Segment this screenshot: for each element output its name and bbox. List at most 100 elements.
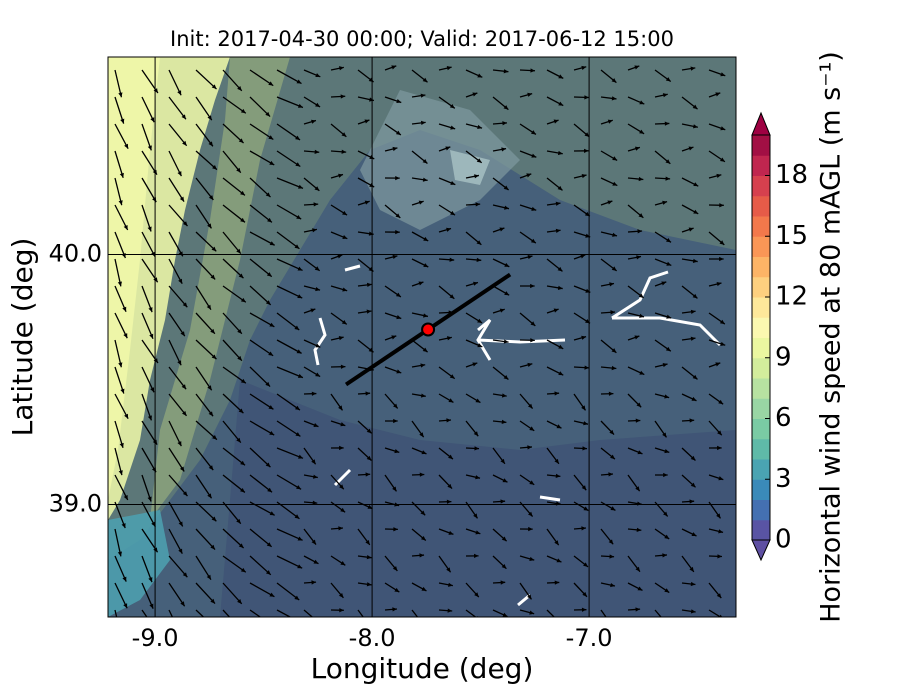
wind-arrow-head [122,306,127,312]
wind-arrow-head [610,582,615,588]
wind-arrow-head [295,135,301,140]
wind-arrow-head [177,441,182,447]
wind-arrow-head [149,333,154,339]
wind-arrow-head [690,609,696,614]
wind-arrow-head [557,266,563,272]
wind-arrow-head [312,228,317,233]
wind-arrow-head [638,293,644,298]
wind-arrow-head [178,278,183,284]
wind-arrow-head [178,251,183,257]
wind-arrow-head [236,518,241,524]
wind-arrow-head [181,114,186,120]
wind-arrow-head [582,591,587,597]
wind-arrow-head [638,176,644,182]
wind-arrow-head [720,72,726,77]
wind-arrow-head [296,214,302,220]
wind-arrow [195,528,216,550]
wind-arrow-head [420,393,426,398]
wind-arrow-head [499,308,505,313]
wind-arrow-head [208,465,214,471]
wind-arrow-head [208,411,214,417]
wind-arrow-head [237,626,242,631]
wind-arrow-head [503,185,509,190]
wind-arrow-head [119,172,124,178]
wind-arrow-head [118,470,123,476]
wind-arrow-head [182,221,188,227]
wind-arrow-head [635,607,641,612]
wind-arrow-head [612,232,618,237]
wind-arrow-head [611,365,617,371]
wind-arrow-head [638,213,644,218]
wind-arrow-head [666,314,672,319]
wind-arrow-head [338,66,344,71]
wind-arrow-head [366,428,372,434]
wind-arrow-head [240,297,246,303]
colorbar-tick-label: 12 [775,282,808,312]
wind-arrow [141,123,152,151]
wind-arrow-head [692,258,698,263]
wind-arrow-head [474,592,479,598]
wind-arrow-head [580,254,586,259]
wind-arrow-head [366,582,372,587]
wind-arrow-head [395,213,401,218]
wind-arrow-head [634,335,640,340]
wind-arrow [168,285,188,308]
wind-arrow-head [211,516,217,522]
wind-arrow-head [530,283,535,289]
colorbar-tick-label: 18 [775,160,808,190]
wind-arrow-head [212,435,217,440]
wind-arrow-head [584,132,590,137]
wind-arrow-head [118,92,123,98]
wind-arrow [114,258,122,287]
wind-arrow-head [150,387,155,393]
wind-arrow-head [421,450,427,455]
wind-arrow-head [236,437,241,443]
wind-arrow-head [558,101,564,106]
wind-arrow-head [503,105,509,110]
wind-arrow-head [338,405,343,411]
wind-arrow-head [447,483,453,489]
wind-arrow-head [610,506,616,511]
wind-arrow-head [692,374,698,380]
wind-arrow [195,312,216,335]
wind-arrow-head [311,119,316,124]
wind-arrow-head [693,124,698,129]
wind-arrow [141,420,158,445]
wind-arrow-head [556,618,561,623]
wind-arrow-head [123,333,128,339]
y-axis-label: Latitude (deg) [6,238,39,437]
wind-arrow-head [147,496,152,502]
wind-arrow-head [211,246,217,252]
wind-arrow-head [422,177,428,182]
wind-arrow-head [472,362,478,367]
wind-arrow-head [180,331,185,337]
wind-arrow-head [340,94,346,99]
wind-arrow-head [120,388,125,394]
wind-arrow-head [611,266,617,271]
wind-arrow [114,474,129,501]
wind-arrow-head [664,121,670,126]
wind-arrow-head [502,478,508,483]
wind-arrow-head [315,286,321,292]
wind-arrow-head [337,254,343,259]
wind-arrow [141,366,155,393]
wind-arrow-head [504,205,509,210]
wind-arrow-head [268,622,273,626]
wind-arrow [276,285,303,299]
wind-arrow-head [208,141,213,147]
wind-arrow-head [608,391,614,396]
wind-arrow-head [475,202,481,207]
wind-arrow-head [392,146,398,152]
wind-arrow-head [368,231,374,236]
wind-arrow-head [396,315,402,320]
wind-arrow-head [240,378,246,384]
wind-arrow-head [151,521,156,527]
wind-arrow-head [369,97,374,102]
wind-arrow [168,501,184,527]
wind-arrow-head [502,121,507,126]
wind-arrow-head [342,287,348,292]
wind-arrow-head [529,610,535,615]
colorbar-segment [752,378,770,399]
map-background [108,57,736,617]
wind-arrow [303,609,314,617]
